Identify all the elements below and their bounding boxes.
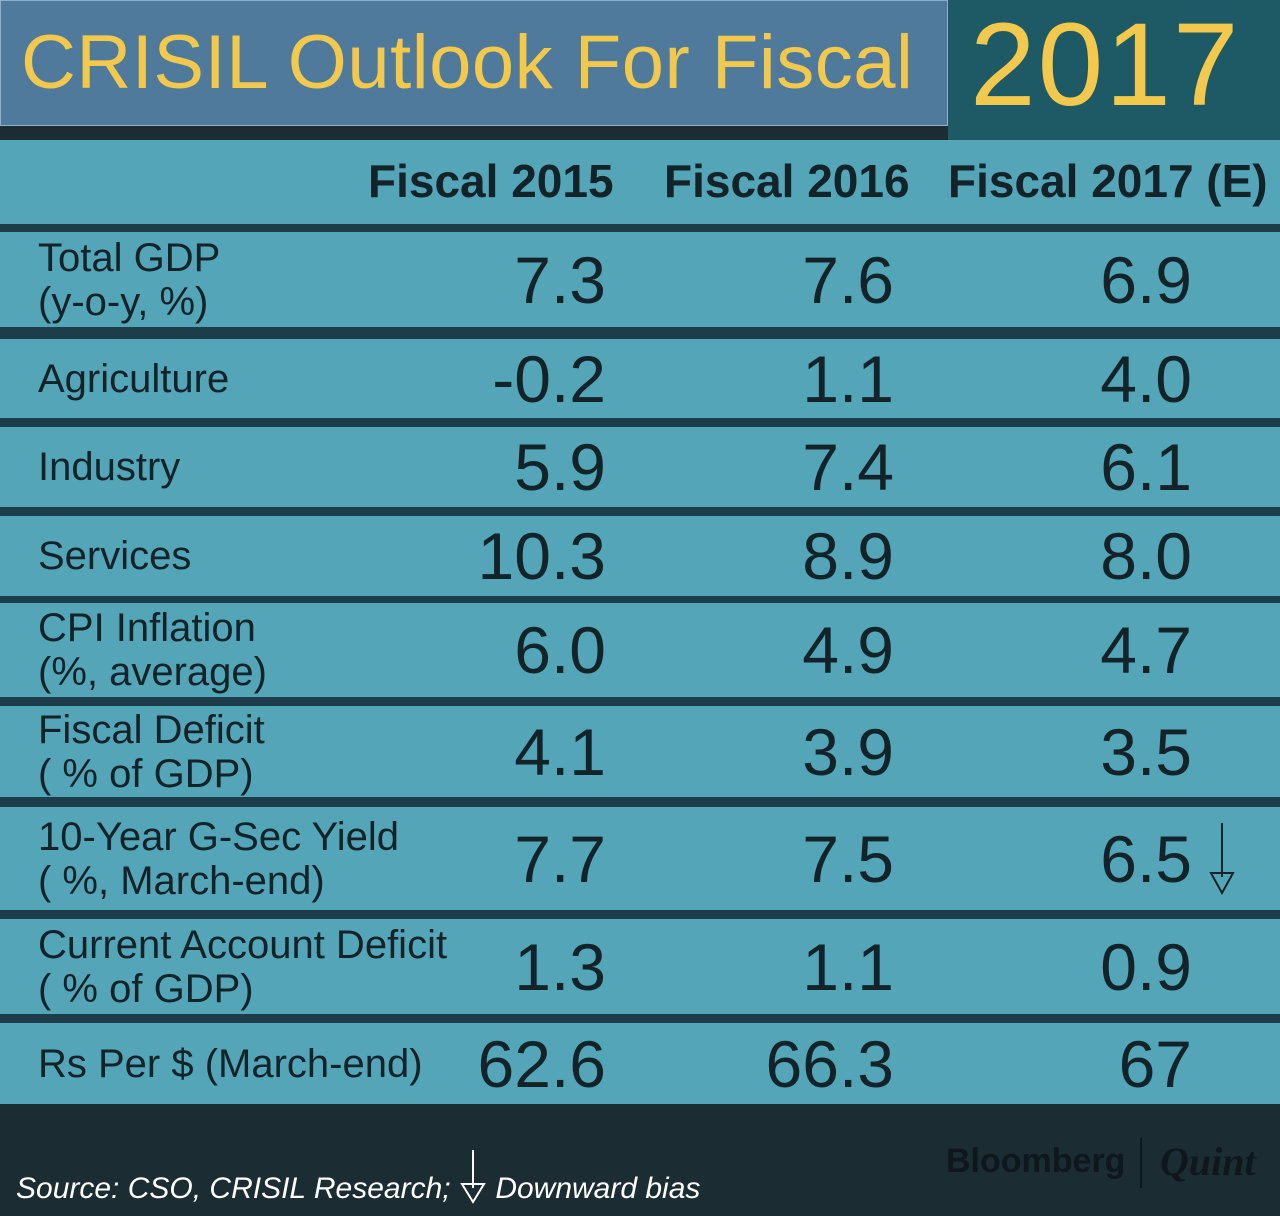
header: CRISIL Outlook For Fiscal 2017 — [0, 0, 1280, 140]
row-label-line: Current Account Deficit — [38, 922, 448, 967]
data-value-col-3: 6.9 — [1100, 242, 1192, 317]
data-value-col-1: 62.6 — [477, 1026, 606, 1101]
data-value-col-2: 1.1 — [802, 929, 894, 1004]
source-note: Source: CSO, CRISIL Research; Downward b… — [16, 1148, 700, 1206]
data-value-col-2: 4.9 — [802, 613, 894, 687]
table-row: Current Account Deficit( % of GDP) 1.3 1.1… — [0, 919, 1280, 1014]
legend-text: Downward bias — [495, 1172, 701, 1205]
table-row: Industry 5.9 7.4 6.1 — [0, 427, 1280, 507]
row-label-line: Total GDP — [38, 235, 221, 280]
data-value-col-2: 66.3 — [765, 1026, 894, 1101]
row-label: Rs Per $ (March-end) — [38, 1042, 423, 1086]
title-year: 2017 — [970, 0, 1241, 131]
data-value-col-2: 7.4 — [802, 430, 894, 504]
row-label: CPI Inflation (%, average) — [38, 606, 267, 694]
row-label-line: Services — [38, 534, 192, 578]
table-row: Services 10.3 8.9 8.0 — [0, 516, 1280, 596]
page-title: CRISIL Outlook For Fiscal — [21, 20, 914, 105]
data-value-col-1: 7.7 — [514, 821, 606, 896]
table-row: CPI Inflation (%, average) 6.0 4.9 4.7 — [0, 603, 1280, 697]
data-value-col-1: 5.9 — [514, 430, 606, 504]
row-label-line: ( % of GDP) — [38, 966, 254, 1011]
row-label-line: ( %, March-end) — [38, 858, 325, 903]
data-value-col-2: 1.1 — [802, 341, 894, 416]
row-label-line: ( % of GDP) — [38, 751, 254, 796]
row-label: Fiscal Deficit( % of GDP) — [38, 708, 265, 796]
data-value-col-1: 1.3 — [514, 929, 606, 1004]
title-box: CRISIL Outlook For Fiscal — [0, 0, 948, 126]
data-value-col-3: 8.0 — [1100, 519, 1192, 593]
row-label: Agriculture — [38, 357, 229, 401]
outlook-table: Fiscal 2015 Fiscal 2016 Fiscal 2017 (E) … — [0, 140, 1280, 1104]
row-label: 10-Year G-Sec Yield( %, March-end) — [38, 815, 399, 903]
data-value-col-3: 6.1 — [1100, 430, 1192, 504]
data-value-col-1: 6.0 — [514, 613, 606, 687]
column-header-fiscal-2015: Fiscal 2015 — [368, 155, 614, 207]
data-value-col-3: 6.5 — [1100, 821, 1192, 896]
data-value-col-2: 3.9 — [802, 714, 894, 789]
table-header-row: Fiscal 2015 Fiscal 2016 Fiscal 2017 (E) — [0, 140, 1280, 224]
data-value-col-2: 7.6 — [802, 242, 894, 317]
table-row: Fiscal Deficit( % of GDP) 4.1 3.9 3.5 — [0, 706, 1280, 797]
row-label-line: (%, average) — [38, 650, 267, 694]
row-label-line: (y-o-y, %) — [38, 279, 209, 324]
footer: Source: CSO, CRISIL Research; Downward b… — [0, 1104, 1280, 1216]
data-value-col-1: 4.1 — [514, 714, 606, 789]
row-label: Services — [38, 534, 191, 578]
data-value-col-1: -0.2 — [492, 341, 606, 416]
year-box: 2017 — [948, 0, 1280, 140]
row-label: Current Account Deficit( % of GDP) — [38, 923, 447, 1011]
data-value-col-3: 4.7 — [1100, 613, 1192, 687]
down-arrow-icon — [1209, 823, 1235, 895]
row-label-line: Rs Per $ (March-end) — [38, 1041, 423, 1086]
data-value-col-3: 3.5 — [1100, 714, 1192, 789]
brand-quint: Quint — [1160, 1139, 1256, 1184]
row-label: Industry — [38, 445, 180, 489]
row-label: Total GDP (y-o-y, %) — [38, 236, 220, 324]
data-value-col-3: 4.0 — [1100, 341, 1192, 416]
row-label-line: Agriculture — [38, 356, 230, 401]
data-value-col-3: 67 — [1118, 1026, 1192, 1101]
table-row: Rs Per $ (March-end) 62.6 66.3 67 — [0, 1023, 1280, 1104]
data-value-col-2: 8.9 — [802, 519, 894, 593]
data-value-col-1: 7.3 — [514, 242, 606, 317]
column-header-fiscal-2017: Fiscal 2017 (E) — [948, 155, 1268, 207]
brand-bloomberg: Bloomberg — [946, 1142, 1126, 1180]
down-arrow-icon — [460, 1150, 486, 1204]
data-value-col-3: 0.9 — [1100, 929, 1192, 1004]
table-row: Agriculture -0.2 1.1 4.0 — [0, 339, 1280, 418]
brand-divider — [1140, 1138, 1142, 1188]
row-label-line: 10-Year G-Sec Yield — [38, 814, 399, 859]
row-label-line: CPI Inflation — [38, 606, 256, 650]
column-header-fiscal-2016: Fiscal 2016 — [664, 155, 910, 207]
source-text: Source: CSO, CRISIL Research; — [16, 1172, 451, 1205]
table-row: Total GDP (y-o-y, %) 7.3 7.6 6.9 — [0, 232, 1280, 327]
row-label-line: Fiscal Deficit — [38, 707, 265, 752]
row-label-line: Industry — [38, 445, 181, 489]
table-row: 10-Year G-Sec Yield( %, March-end) 7.7 7.5… — [0, 807, 1280, 910]
data-value-col-2: 7.5 — [802, 821, 894, 896]
data-value-col-1: 10.3 — [477, 519, 606, 593]
